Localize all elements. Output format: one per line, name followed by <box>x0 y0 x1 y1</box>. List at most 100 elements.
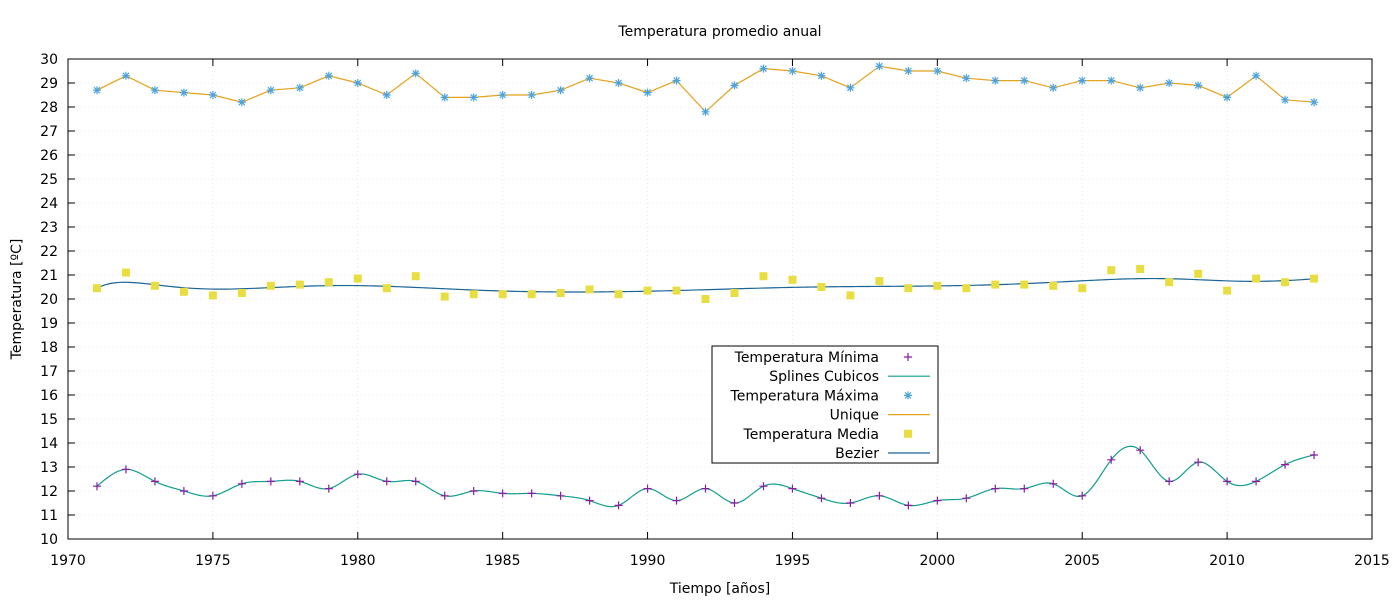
data-point-temperatura-maxima <box>1049 83 1058 92</box>
data-point-temperatura-media <box>382 284 391 293</box>
y-tick-label: 28 <box>40 100 58 116</box>
data-point-temperatura-maxima <box>266 86 275 95</box>
data-point-temperatura-media <box>817 283 826 291</box>
data-point-temperatura-minima <box>324 484 333 493</box>
y-tick-label: 26 <box>40 148 58 164</box>
data-point-temperatura-maxima <box>237 98 246 107</box>
chart-title: Temperatura promedio anual <box>617 24 821 40</box>
y-tick-label: 22 <box>40 244 58 260</box>
data-point-temperatura-media <box>643 286 652 295</box>
data-point-temperatura-minima <box>1136 446 1145 455</box>
data-point-temperatura-minima <box>846 499 855 507</box>
data-point-temperatura-maxima <box>1078 76 1087 85</box>
y-tick-label: 12 <box>40 484 58 500</box>
data-point-temperatura-maxima <box>672 76 681 85</box>
data-point-temperatura-minima <box>237 479 246 488</box>
data-point-temperatura-maxima <box>295 83 304 92</box>
y-tick-label: 15 <box>40 412 58 428</box>
data-point-temperatura-minima <box>440 491 449 500</box>
data-point-temperatura-media <box>875 277 884 285</box>
y-tick-label: 30 <box>40 52 58 68</box>
data-point-temperatura-media <box>1049 281 1058 290</box>
data-point-temperatura-media <box>614 290 623 299</box>
data-point-temperatura-media <box>295 280 304 289</box>
data-point-temperatura-minima <box>585 496 594 505</box>
data-point-temperatura-minima <box>614 501 623 510</box>
x-tick-label: 1970 <box>50 553 86 569</box>
data-point-temperatura-media <box>353 274 362 283</box>
legend-label: Temperatura Mínima <box>734 350 879 366</box>
legend-label: Temperatura Máxima <box>730 388 879 404</box>
y-tick-label: 13 <box>40 460 58 476</box>
y-tick-label: 24 <box>40 196 58 212</box>
data-point-temperatura-minima <box>962 494 971 503</box>
data-point-temperatura-media <box>904 284 913 293</box>
data-point-temperatura-media <box>759 272 768 281</box>
legend-marker <box>904 353 912 361</box>
data-point-temperatura-media <box>1165 278 1174 287</box>
x-tick-label: 2005 <box>1064 553 1100 569</box>
data-point-temperatura-minima <box>1194 458 1203 467</box>
data-point-temperatura-media <box>846 291 855 300</box>
data-point-temperatura-maxima <box>1281 95 1290 104</box>
data-point-temperatura-media <box>121 268 130 277</box>
data-point-temperatura-maxima <box>643 88 652 97</box>
data-point-temperatura-minima <box>150 477 159 486</box>
data-point-temperatura-maxima <box>527 91 536 99</box>
data-point-temperatura-media <box>556 289 565 297</box>
y-tick-label: 20 <box>40 292 58 308</box>
data-point-temperatura-maxima <box>121 71 130 80</box>
data-point-temperatura-minima <box>382 477 391 486</box>
data-point-temperatura-media <box>150 281 159 290</box>
data-point-temperatura-maxima <box>614 79 623 87</box>
data-point-temperatura-maxima <box>498 91 507 99</box>
data-point-temperatura-maxima <box>759 64 768 73</box>
y-tick-label: 10 <box>40 532 58 548</box>
data-point-temperatura-minima <box>788 484 797 493</box>
data-point-temperatura-media <box>701 295 710 303</box>
data-point-temperatura-minima <box>469 487 478 495</box>
data-point-temperatura-maxima <box>1165 79 1174 87</box>
data-point-temperatura-maxima <box>585 74 594 83</box>
x-axis-label: Tiempo [años] <box>669 581 770 597</box>
y-tick-label: 17 <box>40 364 58 380</box>
legend-label: Temperatura Media <box>743 427 879 443</box>
legend-label: Bezier <box>835 446 879 462</box>
data-point-temperatura-minima <box>1078 491 1087 500</box>
data-point-temperatura-media <box>962 284 971 293</box>
y-tick-label: 16 <box>40 388 58 404</box>
data-point-temperatura-minima <box>643 484 652 493</box>
data-point-temperatura-minima <box>556 491 565 500</box>
data-point-temperatura-minima <box>730 499 739 507</box>
y-tick-label: 14 <box>40 436 58 452</box>
y-tick-label: 29 <box>40 76 58 92</box>
data-point-temperatura-maxima <box>92 86 101 95</box>
data-point-temperatura-maxima <box>991 76 1000 85</box>
y-tick-label: 21 <box>40 268 58 284</box>
data-point-temperatura-media <box>527 290 536 299</box>
data-point-temperatura-minima <box>1223 477 1232 486</box>
data-point-temperatura-minima <box>1049 479 1058 488</box>
x-tick-label: 2015 <box>1354 553 1390 569</box>
data-point-temperatura-media <box>585 285 594 294</box>
series-layer <box>92 62 1319 510</box>
data-point-temperatura-maxima <box>440 93 449 102</box>
x-tick-label: 1980 <box>340 553 376 569</box>
data-point-temperatura-minima <box>121 465 130 474</box>
legend-marker <box>904 391 912 400</box>
grid <box>68 59 1372 539</box>
data-point-temperatura-media <box>1136 265 1145 273</box>
data-point-temperatura-minima <box>672 496 681 505</box>
data-point-temperatura-media <box>672 286 681 295</box>
data-point-temperatura-maxima <box>788 67 797 75</box>
y-tick-label: 25 <box>40 172 58 188</box>
data-point-temperatura-minima <box>179 487 188 495</box>
data-point-temperatura-minima <box>933 496 942 505</box>
data-point-temperatura-media <box>1223 286 1232 295</box>
data-point-temperatura-media <box>440 292 449 301</box>
data-point-temperatura-maxima <box>208 91 217 99</box>
data-point-temperatura-media <box>1281 278 1290 287</box>
data-point-temperatura-minima <box>1252 477 1261 486</box>
legend: Temperatura Mínima Splines Cubicos Tempera… <box>711 345 939 464</box>
x-tick-label: 1995 <box>775 553 811 569</box>
